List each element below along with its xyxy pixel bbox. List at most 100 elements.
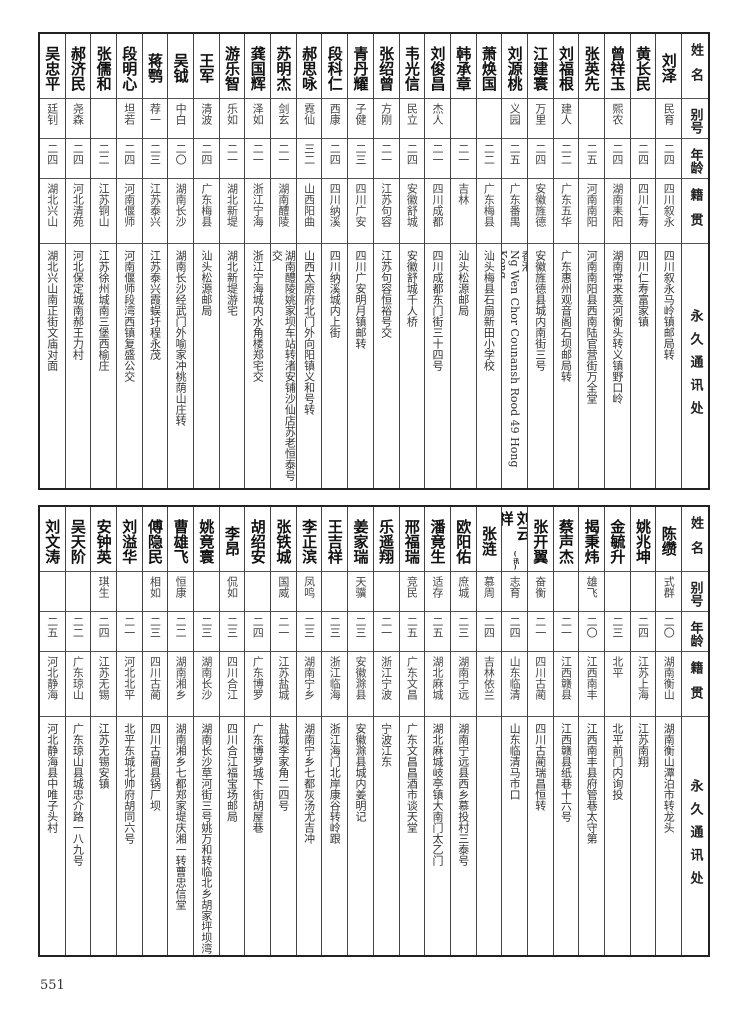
age-cell: 二二	[168, 612, 194, 652]
origin-text: 四川叙永	[662, 183, 676, 227]
name-text: 苏明杰	[274, 45, 293, 91]
person-column: 潘竟生 适存 二五 湖北麻城 湖北麻城岐亭镇大南门太乙门	[424, 507, 450, 955]
age-text: 三二	[302, 143, 316, 165]
alias-cell: 民育	[656, 99, 682, 139]
name-note: (讯)	[511, 551, 519, 571]
alias-cell: 剑玄	[271, 99, 296, 139]
origin-text: 湖南衡山	[662, 656, 676, 700]
alias-text: 式群	[662, 576, 676, 598]
name-text: 郝思咏	[300, 45, 319, 91]
name-text: 吴忠平	[43, 45, 62, 91]
origin-cell: 湖南宁乡	[296, 652, 322, 717]
person-column: 刘福根 建人 二二 广东五华 广东惠州观音阁石坝邮局转	[552, 34, 579, 488]
name-cell: 胡绍安	[245, 507, 271, 572]
name-cell: 青丹耀	[348, 34, 373, 99]
name-cell: 王吉祥	[322, 507, 348, 572]
name-text: 郝济民	[68, 45, 87, 91]
origin-cell: 四川合江	[219, 652, 245, 717]
alias-cell: 荐一	[142, 99, 168, 139]
age-text: 二五	[431, 616, 445, 638]
name-cell: 韦光信	[399, 34, 425, 99]
alias-text: 万里	[533, 103, 547, 125]
alias-cell: 清波	[194, 99, 219, 139]
age-text: 二一	[379, 143, 393, 165]
age-cell: 二四	[65, 139, 91, 179]
age-text: 二二	[482, 143, 496, 165]
name-cell: 江建寰	[527, 34, 553, 99]
alias-cell: 杰人	[425, 99, 450, 139]
age-cell: 二一	[527, 612, 553, 652]
age-text: 二四	[199, 143, 213, 165]
alias-cell: 坦若	[116, 99, 142, 139]
age-cell: 二四	[630, 139, 656, 179]
alias-cell: 国威	[271, 572, 296, 612]
origin-text: 安徽舒城	[405, 183, 419, 227]
alias-cell: 志育	[502, 572, 527, 612]
age-text: 二五	[585, 143, 599, 165]
address-cell: 北平前门内询投	[605, 717, 630, 955]
alias-cell	[91, 99, 116, 139]
alias-text: 廷钊	[45, 103, 59, 125]
address-text: 江苏句容恒裕号交	[379, 250, 393, 338]
address-text: 四川古蔺县锅厂坝	[148, 723, 162, 811]
person-column: 张涟 慕周 二四 吉林依兰	[475, 507, 502, 955]
origin-text: 江苏泰兴	[148, 183, 162, 227]
address-text: 湖北兴山南正街文庙对面	[45, 250, 59, 371]
age-cell: 二一	[425, 139, 450, 179]
person-column: 刘泽 民育 二四 四川叙永 四川叙永马岭镇邮局转	[655, 34, 682, 488]
person-column: 欧阳佑 庶城 二三 湖南宁远 湖南宁远县西乡慕投村三泰号	[449, 507, 476, 955]
person-column: 王军 清波 二四 广东梅县 汕头松源邮局	[193, 34, 219, 488]
origin-cell: 江苏无锡	[91, 652, 116, 717]
address-text: 湖南常来荚河衡头转义镇野口岭	[610, 250, 624, 404]
origin-text: 四川古蔺	[148, 656, 162, 700]
age-text: 二三	[353, 143, 367, 165]
origin-cell: 江西南丰	[579, 652, 605, 717]
address-text: 四川仁寿富家镇	[636, 250, 650, 327]
name-text: 刘云祥	[502, 511, 527, 541]
age-text: 二二	[174, 616, 188, 638]
alias-cell: 琪生	[91, 572, 116, 612]
address-cell: 江苏南翔	[631, 717, 656, 955]
origin-text: 安徽滁县	[353, 656, 367, 700]
header-alias-label: 别号	[687, 580, 703, 607]
alias-text: 国威	[276, 576, 290, 598]
alias-cell: 庶城	[450, 572, 476, 612]
origin-text: 广东文昌	[405, 656, 419, 700]
address-cell: 香港 Ng Wen Chor Counansh Rood 49 Hong Kong	[502, 244, 527, 488]
header-age: 年龄	[682, 139, 708, 179]
origin-text: 河北静海	[45, 656, 59, 700]
origin-text: 湖北新堤	[225, 183, 239, 227]
name-text: 李正滨	[300, 518, 319, 564]
person-column: 苏明杰 剑玄 二一 湖南醴陵 湖南醴陵姚家坝车站转渚安铺沙仙店苏老恒泰号交	[270, 34, 296, 488]
person-column: 张铁城 国威 二一 江苏盐城 盐城李家角二四号	[270, 507, 296, 955]
address-cell: 四川纳溪城内上街	[322, 244, 347, 488]
origin-text: 湖南醴陵	[276, 183, 290, 227]
name-cell: 邢福瑞	[399, 507, 425, 572]
person-column: 刘云祥 (讯) 志育 二四 山东临清 山东临清马市口	[501, 507, 527, 955]
age-cell: 二四	[630, 612, 656, 652]
name-cell: 郝思咏	[296, 34, 322, 99]
origin-cell: 河南南阳	[579, 179, 605, 244]
address-text: 河北保定城南郝王力村	[71, 250, 85, 360]
address-text: 浙江宁海城内水角楼郑宅交	[251, 250, 265, 382]
age-text: 二四	[662, 143, 676, 165]
header-origin-label: 籍贯	[687, 661, 703, 711]
name-text: 龚国辉	[248, 45, 267, 91]
name-cell: 陈缵	[656, 507, 682, 572]
address-text: 广东惠州观音阁石坝邮局转	[559, 250, 573, 382]
address-cell: 广东文昌昌酒市谈天堂	[400, 717, 425, 955]
age-cell: 二二	[553, 139, 579, 179]
name-cell: 龚国辉	[245, 34, 271, 99]
address-text: 江苏泰兴霞蜈圩程永茂	[148, 250, 162, 360]
alias-cell: 义园	[502, 99, 527, 139]
address-cell: 四川古蔺县锅厂坝	[143, 717, 168, 955]
address-cell: 湖南衡山潭泊市转龙头	[656, 717, 681, 955]
origin-cell: 浙江宁海	[245, 179, 271, 244]
age-cell: 二一	[373, 612, 399, 652]
person-column: 郝济民 尧森 二四 河北清苑 河北保定城南郝王力村	[64, 34, 91, 488]
origin-cell: 广东博罗	[245, 652, 271, 717]
person-column: 张开翼 奋衡 二一 四川古蔺 四川古蔺瑞昌恒转	[526, 507, 553, 955]
header-name-label: 姓名	[688, 516, 704, 566]
name-cell: 姜家瑞	[348, 507, 373, 572]
name-text: 张开翼	[531, 518, 550, 564]
